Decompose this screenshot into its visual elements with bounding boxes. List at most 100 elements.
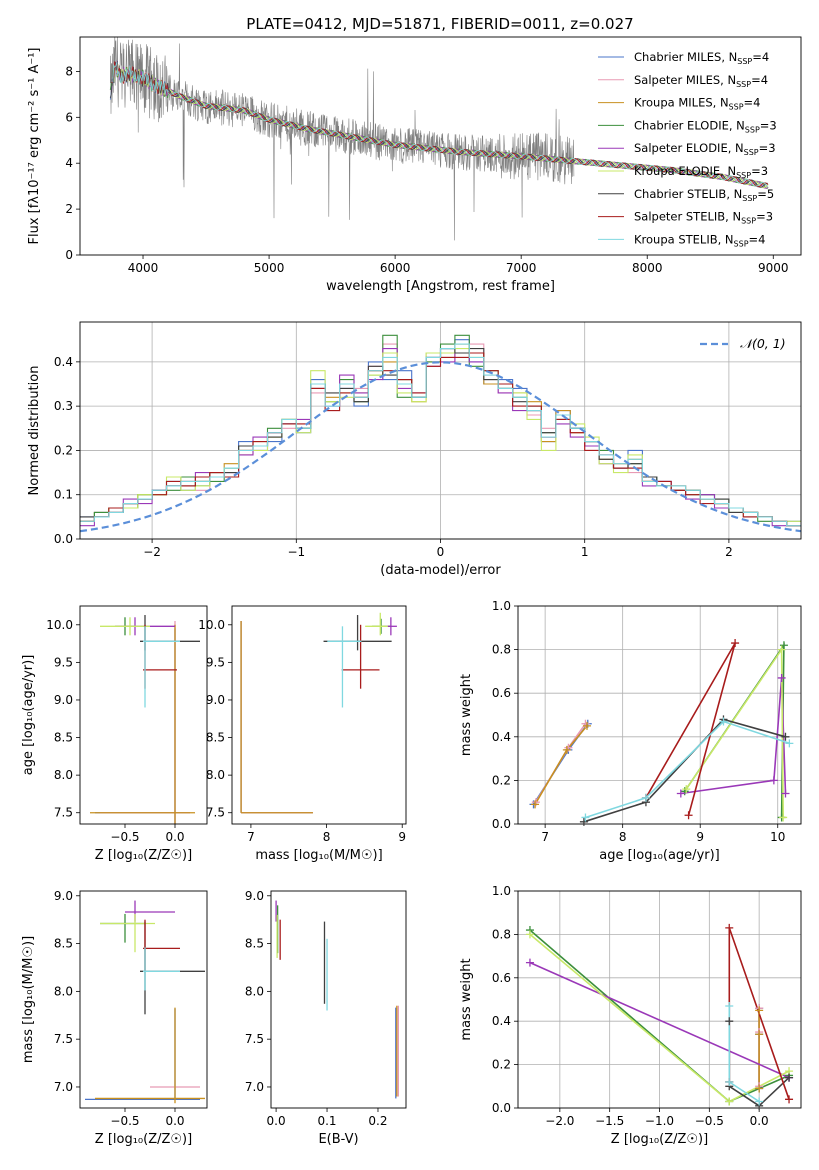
x-tick-label: 2 (725, 545, 733, 559)
y-tick-label: 8.0 (54, 984, 73, 998)
x-tick-label: 8000 (632, 261, 663, 275)
y-axis-label: age [log₁₀(age/yr)] (21, 655, 36, 776)
figure-title: PLATE=0412, MJD=51871, FIBERID=0011, z=0… (246, 15, 633, 33)
plot-area (80, 334, 801, 533)
x-tick-label: 0.0 (165, 830, 184, 844)
y-tick-label: 9.5 (206, 655, 225, 669)
legend-label: Salpeter ELODIE, NSSP=3 (634, 141, 776, 157)
y-tick-label: 0.4 (492, 730, 511, 744)
y-tick-label: 10.0 (46, 618, 73, 632)
y-tick-label: 0.2 (492, 1058, 511, 1072)
x-tick-label: −0.5 (110, 830, 139, 844)
x-tick-label: 8 (323, 830, 331, 844)
y-tick-label: 0.2 (54, 443, 73, 457)
weight-marker (781, 789, 790, 798)
y-tick-label: 9.0 (54, 693, 73, 707)
x-tick-label: 0.0 (267, 1114, 286, 1128)
x-tick-label: −1.0 (645, 1114, 674, 1128)
x-axis-label: Z [log₁₀(Z/Z☉)] (611, 1132, 708, 1147)
weight-marker (525, 930, 534, 939)
legend-label: 𝒩(0, 1) (740, 336, 786, 351)
x-tick-label: 4000 (128, 261, 159, 275)
weight-marker (779, 641, 788, 650)
y-tick-label: 0.1 (54, 488, 73, 502)
legend-label: Kroupa MILES, NSSP=4 (634, 96, 760, 112)
weight-marker (682, 785, 691, 794)
y-tick-label: 0.4 (54, 355, 73, 369)
panel-spectrum: 4000 5000 6000 7000 8000 9000 0 2 4 6 8 wavelength … (27, 36, 802, 294)
x-axis-label: E(B-V) (318, 1132, 358, 1147)
legend-label: Kroupa STELIB, NSSP=4 (634, 232, 765, 248)
x-tick-label: 0.1 (317, 1114, 336, 1128)
x-tick-label: −2.0 (545, 1114, 574, 1128)
y-tick-label: 9.0 (54, 889, 73, 903)
y-axis-label: Flux [fλ10⁻¹⁷ erg cm⁻² s⁻¹ A⁻¹] (27, 48, 42, 245)
weight-marker (755, 1006, 764, 1015)
weight-line (585, 720, 790, 819)
weight-marker (769, 776, 778, 785)
plot-area (85, 900, 205, 1104)
weight-marker (719, 717, 728, 726)
plot-area (240, 612, 397, 814)
y-tick-label: 7.5 (206, 806, 225, 820)
weight-marker (785, 1073, 794, 1082)
weight-marker (525, 958, 534, 967)
legend: Chabrier MILES, NSSP=4 Salpeter MILES, NS… (598, 50, 777, 248)
weight-marker (579, 817, 588, 826)
x-axis-label: Z [log₁₀(Z/Z☉)] (95, 1132, 192, 1147)
y-tick-label: 8.5 (54, 937, 73, 951)
x-tick-label: −1 (287, 545, 305, 559)
y-tick-label: 1.0 (492, 884, 511, 898)
x-tick-label: 8 (619, 830, 627, 844)
model-spectrum (109, 61, 768, 188)
weight-marker (785, 1095, 794, 1104)
y-tick-label: 8.0 (54, 768, 73, 782)
axes-frame (231, 605, 407, 825)
axes-frame (270, 890, 407, 1109)
plot-area (275, 900, 400, 1099)
y-tick-label: 4 (65, 156, 73, 170)
weight-marker (785, 739, 794, 748)
weight-marker (755, 1030, 764, 1039)
x-tick-label: 9 (696, 830, 704, 844)
axes-frame (517, 605, 802, 825)
weight-marker (755, 1097, 764, 1106)
weight-marker (684, 811, 693, 820)
y-tick-label: 8.5 (54, 731, 73, 745)
x-tick-label: −0.5 (110, 1114, 139, 1128)
panel-mass-vs-Z: −0.5 0.0 7.0 7.5 8.0 8.5 9.0 Z [log₁₀(Z/Z☉)] mas… (21, 889, 208, 1147)
x-tick-label: 0.0 (165, 1114, 184, 1128)
y-tick-label: 7.0 (54, 1080, 73, 1094)
legend-label: Chabrier MILES, NSSP=4 (634, 50, 769, 66)
y-tick-label: 9.0 (245, 889, 264, 903)
model-spectrum (112, 61, 769, 188)
y-tick-label: 0.2 (492, 773, 511, 787)
y-tick-label: 9.0 (206, 693, 225, 707)
weight-marker (731, 639, 740, 648)
y-tick-label: 0.3 (54, 399, 73, 413)
y-tick-label: 8.5 (206, 731, 225, 745)
y-axis-label: mass weight (459, 674, 474, 756)
panel-weight-vs-Z: −2.0 −1.5 −1.0 −0.5 0.0 0.0 0.2 0.4 0.6 0.8 1.0 Z [… (459, 884, 802, 1147)
y-tick-label: 0.8 (492, 643, 511, 657)
y-tick-label: 8 (65, 64, 73, 78)
weight-line (645, 642, 736, 816)
x-tick-label: 9 (398, 830, 406, 844)
weight-marker (641, 793, 650, 802)
weight-marker (725, 1002, 734, 1011)
weight-line (680, 677, 787, 795)
panels: 4000 5000 6000 7000 8000 9000 0 2 4 6 8 wavelength … (21, 36, 802, 1147)
x-tick-label: 0.2 (368, 1114, 387, 1128)
weight-line (534, 725, 588, 805)
y-tick-label: 1.0 (492, 599, 511, 613)
weight-marker (755, 1084, 764, 1093)
x-tick-label: 9000 (758, 261, 789, 275)
weight-marker (581, 813, 590, 822)
legend-label: Salpeter MILES, NSSP=4 (634, 73, 768, 89)
x-axis-label: wavelength [Angstrom, rest frame] (326, 279, 555, 294)
gaussian-curve (80, 361, 801, 533)
axes-frame (79, 890, 208, 1109)
y-axis-label: mass [log₁₀(M/M☉)] (21, 936, 36, 1063)
weight-marker (725, 1077, 734, 1086)
